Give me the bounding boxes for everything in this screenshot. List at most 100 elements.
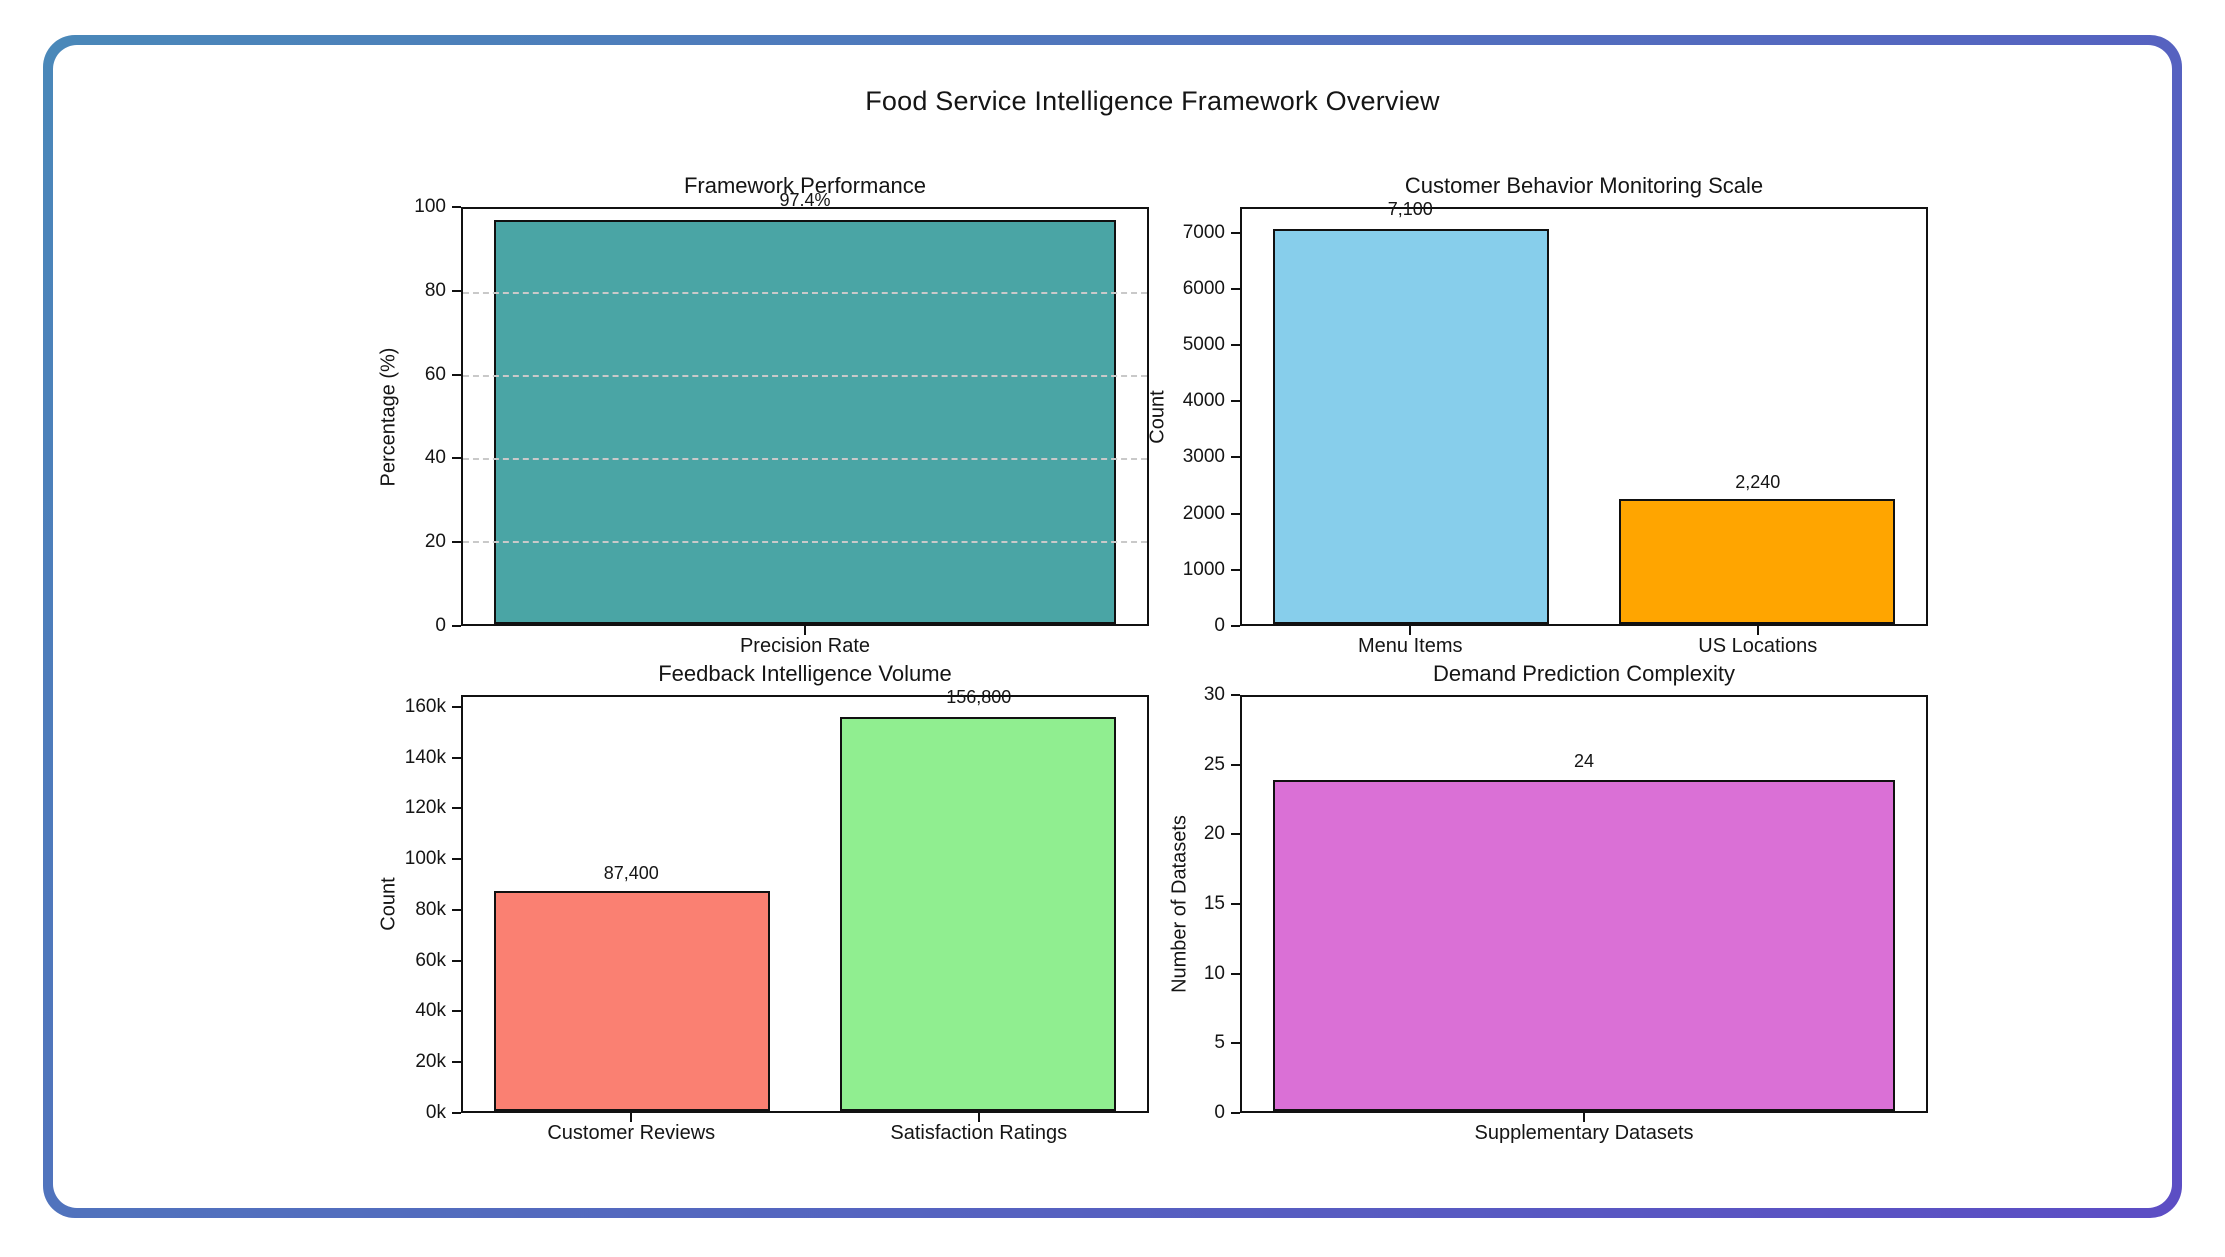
x-tick-label: Menu Items (1358, 635, 1463, 657)
y-tick-label: 120k (404, 797, 446, 819)
bar-value-label: 7,100 (1387, 198, 1433, 219)
y-tick-mark (1231, 903, 1240, 905)
chart-title: Demand Prediction Complexity (1432, 661, 1736, 686)
y-tick-mark (452, 1061, 461, 1064)
y-tick-label: 100 (414, 196, 446, 217)
y-tick-label: 15 (1203, 893, 1225, 914)
y-tick-label: 25 (1203, 753, 1225, 775)
chart-feedback-intelligence-volume: Feedback Intelligence Volume Count 0k 20k… (378, 661, 1149, 1144)
y-tick-mark (452, 705, 461, 708)
y-tick-label: 10 (1203, 962, 1225, 984)
y-tick-label: 40k (415, 1000, 446, 1022)
x-tick-mark (1756, 626, 1759, 635)
y-tick-mark (1231, 1042, 1240, 1045)
plot-area (461, 207, 1149, 626)
grid-line (463, 541, 1147, 543)
chart-title: Feedback Intelligence Volume (658, 661, 952, 686)
x-tick-mark (1583, 1113, 1585, 1122)
y-tick-mark (1231, 287, 1240, 290)
bar (839, 716, 1116, 1111)
grid-line (463, 458, 1147, 460)
y-tick-mark (1231, 512, 1240, 515)
chart-title: Customer Behavior Monitoring Scale (1404, 173, 1764, 198)
y-axis-label: Number of Datasets (1168, 815, 1191, 993)
y-tick-mark (1231, 231, 1240, 234)
y-tick-mark (452, 1010, 461, 1013)
plot-area (1240, 207, 1928, 626)
y-tick-label: 0 (1214, 615, 1225, 636)
bar (494, 219, 1116, 624)
x-tick-label: US Locations (1698, 635, 1818, 657)
y-tick-mark (452, 959, 461, 962)
y-tick-label: 0k (425, 1102, 446, 1123)
y-tick-mark (452, 807, 461, 810)
y-tick-mark (1231, 763, 1240, 766)
y-tick-mark (452, 1112, 461, 1114)
plot-area (461, 695, 1149, 1113)
y-tick-mark (452, 858, 461, 861)
y-tick-label: 4000 (1182, 390, 1225, 412)
x-tick-mark (630, 1113, 633, 1122)
bar (494, 891, 771, 1111)
y-tick-mark (1231, 833, 1240, 836)
y-tick-mark (1231, 972, 1240, 975)
y-tick-label: 80k (415, 898, 446, 920)
y-tick-label: 80 (424, 279, 446, 301)
x-tick-label: Customer Reviews (547, 1122, 716, 1144)
y-tick-label: 60k (415, 949, 446, 971)
y-tick-label: 0 (1214, 1102, 1225, 1123)
y-tick-label: 7000 (1182, 221, 1225, 243)
y-tick-label: 2000 (1182, 502, 1225, 524)
grid-line (463, 375, 1147, 377)
bar-value-label: 87,400 (603, 863, 659, 884)
figure-title: Food Service Intelligence Framework Over… (865, 86, 1440, 116)
y-tick-mark (1231, 456, 1240, 459)
y-tick-label: 100k (404, 848, 446, 870)
y-tick-mark (452, 206, 461, 208)
y-tick-mark (1231, 568, 1240, 571)
y-tick-mark (452, 908, 461, 911)
x-tick-label: Satisfaction Ratings (890, 1122, 1068, 1144)
plot-area (1240, 695, 1928, 1113)
y-tick-label: 20 (424, 531, 446, 553)
y-tick-mark (1231, 1112, 1240, 1114)
y-tick-label: 6000 (1182, 277, 1225, 299)
chart-customer-behavior-monitoring-scale: Customer Behavior Monitoring Scale Count… (1147, 173, 1928, 657)
y-axis-label: Count (377, 877, 400, 931)
x-tick-label: Supplementary Datasets (1474, 1122, 1694, 1144)
x-tick-mark (1409, 626, 1412, 635)
bar-value-label: 156,800 (946, 686, 1012, 707)
y-tick-mark (452, 373, 461, 376)
y-tick-mark (452, 756, 461, 759)
y-tick-label: 5 (1214, 1032, 1225, 1054)
x-tick-label: Precision Rate (739, 635, 871, 657)
y-tick-mark (1231, 694, 1240, 696)
y-tick-label: 1000 (1182, 558, 1225, 580)
y-tick-label: 3000 (1182, 446, 1225, 468)
bar-value-label: 97.4% (779, 189, 831, 210)
y-tick-label: 30 (1203, 684, 1225, 705)
y-tick-mark (452, 289, 461, 292)
y-axis-label: Percentage (%) (377, 347, 400, 486)
y-tick-mark (452, 541, 461, 544)
chart-demand-prediction-complexity: Demand Prediction Complexity Number of D… (1169, 661, 1928, 1144)
bar (1273, 228, 1550, 624)
y-tick-label: 160k (404, 695, 446, 717)
bar (1273, 779, 1895, 1111)
y-tick-mark (1231, 343, 1240, 346)
grid-line (463, 292, 1147, 294)
y-tick-label: 20k (415, 1051, 446, 1073)
bar-value-label: 2,240 (1735, 472, 1781, 493)
y-axis-label: Count (1146, 389, 1169, 444)
y-tick-label: 140k (404, 746, 446, 768)
y-tick-label: 60 (424, 363, 446, 385)
chart-framework-performance: Framework Performance Percentage (%) 0 20… (378, 173, 1149, 657)
y-tick-mark (452, 625, 461, 627)
x-tick-mark (977, 1113, 980, 1122)
y-tick-mark (452, 457, 461, 460)
chart-title: Framework Performance (683, 173, 927, 198)
y-tick-mark (1231, 400, 1240, 403)
bar (1618, 499, 1895, 624)
y-tick-mark (1231, 625, 1240, 627)
bar-value-label: 24 (1573, 750, 1595, 771)
